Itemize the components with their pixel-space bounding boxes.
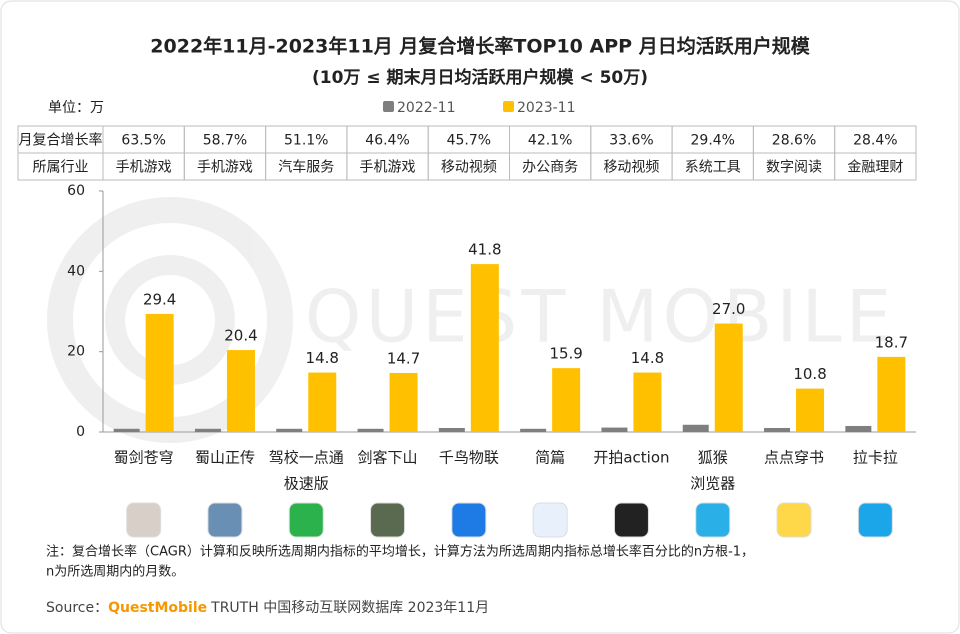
x-tick-label: 简篇 [535,449,565,467]
bar [308,372,337,432]
bar [357,428,384,432]
bar [845,425,872,432]
source-brand: QuestMobile [108,600,207,616]
table-cell-text: 63.5% [121,133,165,149]
app-icon [776,502,812,538]
value-label: 20.4 [224,327,257,345]
note: 注：复合增长率（CAGR）计算和反映所选周期内指标的平均增长，计算方法为所选周期… [46,544,754,560]
table-cell-text: 手机游戏 [197,160,253,176]
app-icon [451,502,487,538]
unit-label: 单位：万 [48,100,104,116]
x-tick-label: 开拍action [593,449,669,467]
app-icon [207,502,243,538]
x-tick-label: 极速版 [284,475,329,493]
app-icon [613,502,649,538]
bar [438,427,465,432]
x-tick-label: 点点穿书 [764,449,824,467]
table-cell-text: 33.6% [609,133,653,149]
x-tick-label: 蜀剑苍穹 [114,449,174,467]
y-tick-label: 20 [67,344,85,360]
table-cell-text: 58.7% [203,133,247,149]
bar [714,323,743,432]
y-tick-label: 40 [67,263,85,279]
bar [552,368,581,432]
table-cell-text: 45.7% [447,133,491,149]
bar [194,428,221,432]
table-cell-text: 29.4% [691,133,735,149]
legend-label: 2022-11 [397,100,456,116]
value-label: 15.9 [549,345,582,363]
table-cell-text: 系统工具 [685,160,741,176]
bar [877,356,906,432]
bar [226,350,255,432]
bar [633,372,662,432]
bar [389,372,418,432]
x-tick-label: 狐猴 [698,449,728,467]
bar [113,428,140,432]
legend-label: 2023-11 [517,100,576,116]
bar [682,424,709,432]
source: Source：QuestMobile TRUTH 中国移动互联网数据库 2023年… [46,600,489,616]
app-icon [126,502,162,538]
bar [276,428,303,432]
legend-swatch [383,101,394,112]
y-tick-label: 60 [67,183,85,199]
table-cell-text: 手机游戏 [360,160,416,176]
x-tick-label: 浏览器 [690,475,735,493]
table-cell-text: 办公商务 [522,160,578,176]
x-tick-label: 蜀山正传 [195,449,255,467]
table-cell-text: 移动视频 [603,160,659,176]
x-tick-label: 驾校一点通 [269,449,344,467]
table-cell-text: 数字阅读 [766,159,822,176]
table-row-label: 所属行业 [33,160,89,176]
bar [520,428,547,432]
watermark: QUEST MOBILE [305,275,895,359]
app-icon [857,502,893,538]
value-label: 29.4 [143,290,176,308]
note: n为所选周期内的月数。 [46,564,184,580]
x-tick-label: 千鸟物联 [439,449,499,467]
table-cell-text: 手机游戏 [116,160,172,176]
x-tick-label: 拉卡拉 [853,449,898,467]
table-cell-text: 28.4% [853,133,897,149]
bar [601,427,628,432]
legend-swatch [503,101,514,112]
value-label: 14.7 [387,349,420,367]
chart-subtitle: (10万 ≤ 期末月日均活跃用户规模 < 50万) [312,67,648,88]
value-label: 18.7 [875,333,908,351]
table-row-label: 月复合增长率 [19,132,103,149]
table-cell-text: 金融理财 [847,160,903,176]
chart-title: 2022年11月-2023年11月 月复合增长率TOP10 APP 月日均活跃用… [150,35,810,58]
source-rest: TRUTH 中国移动互联网数据库 2023年11月 [210,600,489,616]
table-cell-text: 28.6% [772,133,816,149]
bar [470,264,499,432]
app-icon [532,502,568,538]
table-cell-text: 42.1% [528,133,572,149]
value-label: 41.8 [468,241,501,259]
value-label: 14.8 [631,349,664,367]
source-prefix: Source： [46,600,108,616]
x-tick-label: 剑客下山 [358,449,418,467]
table-cell-text: 46.4% [365,133,409,149]
bar [145,313,174,432]
value-label: 10.8 [793,365,826,383]
value-label: 14.8 [306,349,339,367]
table-cell [834,152,917,181]
table-cell-text: 汽车服务 [278,159,334,176]
app-icon [370,502,406,538]
value-label: 27.0 [712,300,745,318]
table-cell-text: 51.1% [284,133,328,149]
y-tick-label: 0 [76,424,85,440]
bar [796,388,825,432]
app-icon [695,502,731,538]
table-cell-text: 移动视频 [441,160,497,176]
app-icon [288,502,324,538]
bar [764,427,791,432]
